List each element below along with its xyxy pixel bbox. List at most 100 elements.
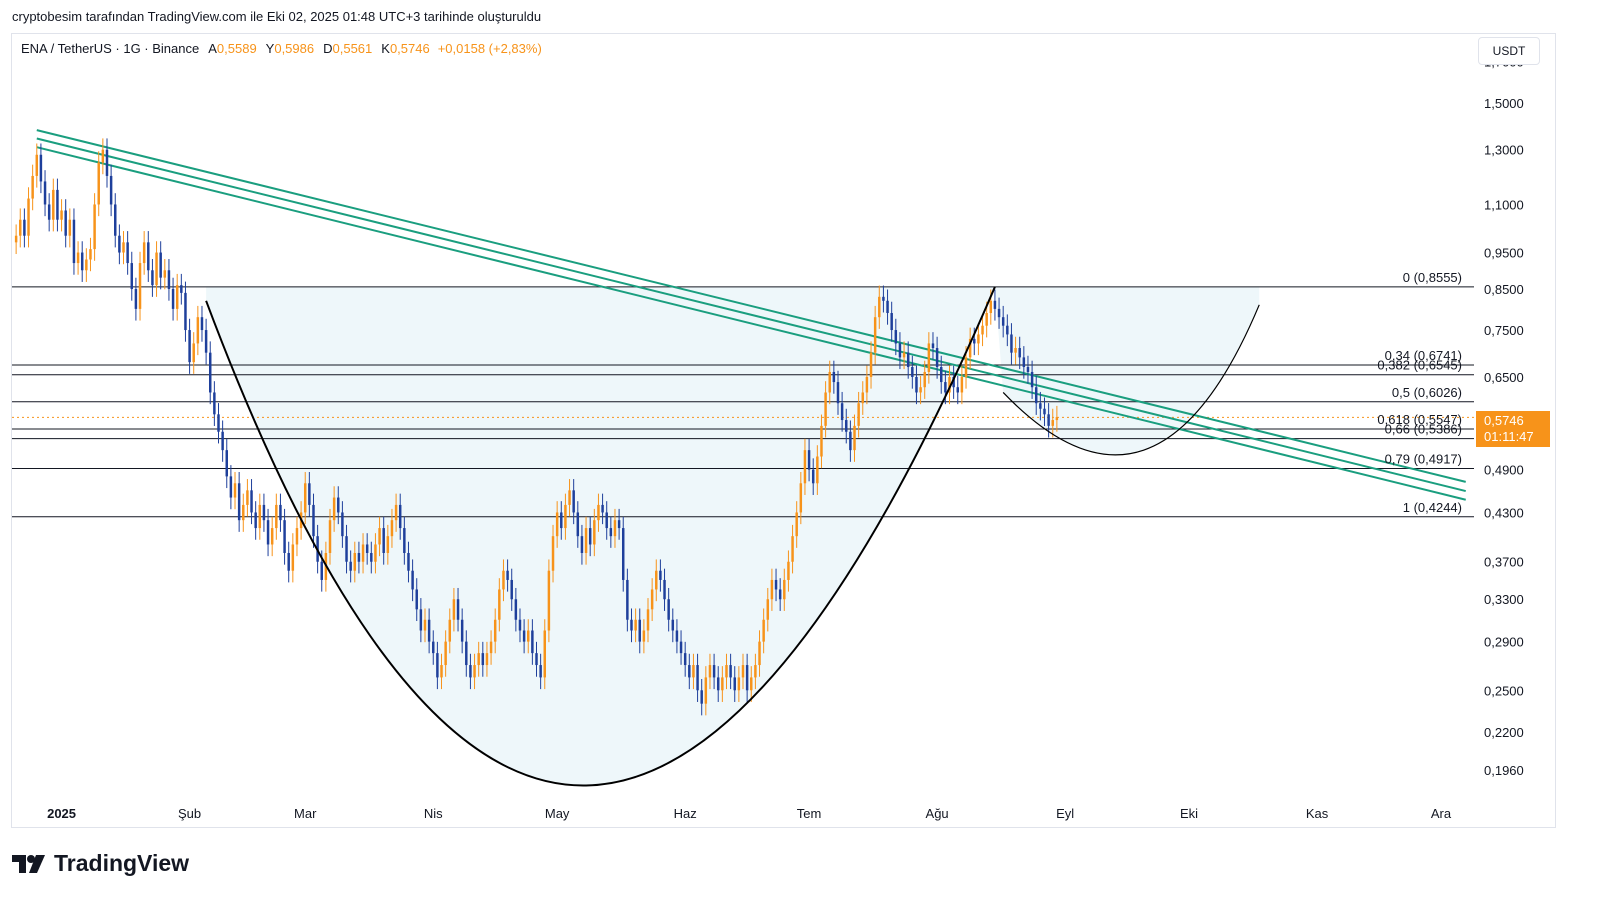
candle-body xyxy=(208,352,212,393)
price-axis-label: 0,9500 xyxy=(1484,246,1524,261)
candle-body xyxy=(527,630,530,642)
candle-body xyxy=(332,497,336,521)
candle-body xyxy=(1010,334,1013,353)
candle-body xyxy=(452,599,456,620)
candle-body xyxy=(262,504,266,521)
candle-body xyxy=(31,175,34,199)
candle-body xyxy=(745,665,749,691)
candle-body xyxy=(948,376,951,393)
last-price-tag: 0,5746 01:11:47 xyxy=(1476,411,1550,447)
channel-line xyxy=(36,146,1466,501)
fib-level-label: 0 (0,8555) xyxy=(1403,270,1462,285)
candle-body xyxy=(345,536,348,562)
pattern-curves-layer xyxy=(205,286,1260,787)
open-value: 0,5589 xyxy=(216,41,257,56)
time-axis-label: Kas xyxy=(1306,806,1329,821)
candle-body xyxy=(93,204,96,250)
candle-body xyxy=(204,330,208,353)
price-axis-label: 0,2900 xyxy=(1484,635,1524,650)
chart-frame[interactable] xyxy=(11,33,1556,828)
channel-layer xyxy=(36,129,1466,501)
candle-body xyxy=(981,325,984,335)
bar-countdown: 01:11:47 xyxy=(1484,429,1534,444)
candle-body xyxy=(1030,371,1034,388)
candle-body xyxy=(551,536,555,571)
candle-body xyxy=(502,570,505,590)
candle-body xyxy=(997,308,1001,318)
candle-body xyxy=(836,382,840,404)
candle-body xyxy=(708,665,712,678)
candle-body xyxy=(663,579,666,600)
candle-body xyxy=(968,338,972,358)
candle-body xyxy=(646,609,650,631)
candle-body xyxy=(704,677,708,704)
candle-body xyxy=(64,210,67,236)
candle-body xyxy=(725,665,728,678)
candle-body xyxy=(1001,317,1005,326)
candle-body xyxy=(729,665,732,678)
candle-body xyxy=(196,317,200,344)
candle-body xyxy=(1014,348,1017,353)
candle-body xyxy=(155,252,158,286)
candle-body xyxy=(919,387,922,393)
candle-body xyxy=(175,285,179,309)
candle-body xyxy=(68,219,72,236)
candle-body xyxy=(394,504,398,521)
candle-body xyxy=(973,338,976,344)
candle-body xyxy=(56,189,59,220)
candle-body xyxy=(72,219,76,264)
candle-body xyxy=(911,367,914,377)
price-axis-label: 0,8500 xyxy=(1484,282,1524,297)
candle-body xyxy=(952,376,955,388)
candle-body xyxy=(873,317,877,353)
candle-body xyxy=(774,579,778,590)
candle-body xyxy=(617,520,621,529)
candle-body xyxy=(349,561,352,571)
candle-body xyxy=(803,450,807,484)
candle-body xyxy=(180,285,183,293)
candle-body xyxy=(217,414,220,432)
candle-body xyxy=(721,677,724,691)
candle-body xyxy=(287,552,290,571)
price-axis-label: 0,2200 xyxy=(1484,725,1524,740)
close-value: 0,5746 xyxy=(389,41,430,56)
candle-body xyxy=(167,270,171,290)
candle-body xyxy=(778,589,782,600)
currency-selector[interactable]: USDT xyxy=(1478,37,1540,65)
candle-body xyxy=(382,528,385,553)
candle-body xyxy=(101,149,105,163)
candle-body xyxy=(370,552,373,562)
candle-body xyxy=(849,431,852,451)
candle-body xyxy=(795,512,798,537)
candle-body xyxy=(931,343,935,349)
candle-body xyxy=(1055,417,1059,421)
candle-body xyxy=(303,483,307,513)
candle-body xyxy=(655,570,658,590)
candle-body xyxy=(89,249,92,260)
tradingview-logo[interactable]: TradingView xyxy=(12,850,189,877)
candle-body xyxy=(659,570,662,580)
candle-body xyxy=(993,300,997,309)
candle-body xyxy=(242,504,245,521)
candle-body xyxy=(783,579,786,600)
candle-body xyxy=(432,641,435,654)
candle-body xyxy=(898,343,902,358)
candle-body xyxy=(630,619,633,631)
symbol-title[interactable]: ENA / TetherUS · 1G · Binance xyxy=(21,41,200,56)
candle-body xyxy=(861,392,865,404)
candle-body xyxy=(621,528,625,580)
candle-body xyxy=(828,371,831,393)
time-axis-label: Ağu xyxy=(926,806,949,821)
candle-body xyxy=(159,252,162,278)
time-axis-label: Şub xyxy=(178,806,201,821)
time-axis-label: Nis xyxy=(424,806,443,821)
candle-body xyxy=(444,641,447,666)
candle-body xyxy=(865,376,869,393)
candle-body xyxy=(481,653,485,666)
candle-body xyxy=(543,630,547,678)
candle-body xyxy=(890,313,893,331)
price-axis-label: 1,1000 xyxy=(1484,197,1524,212)
candle-body xyxy=(365,544,369,553)
